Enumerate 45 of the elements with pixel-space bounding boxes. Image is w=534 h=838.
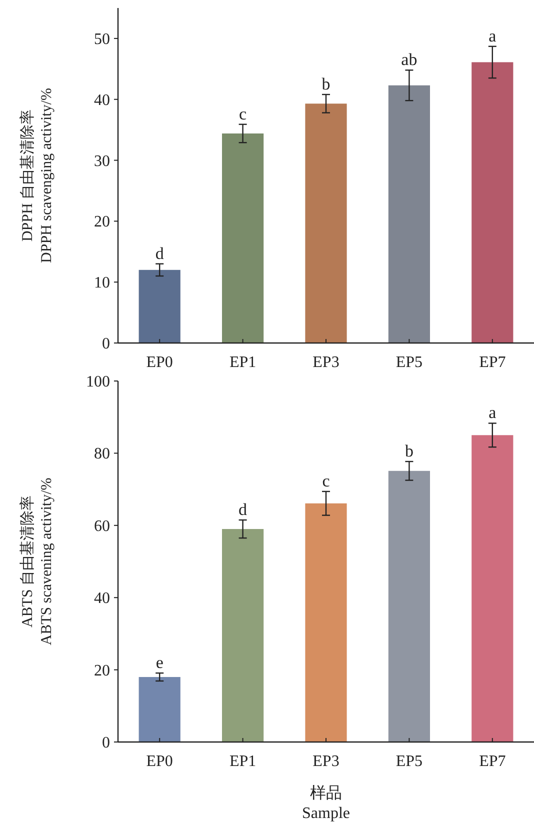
x-tick-label: EP5 — [396, 753, 423, 770]
annotation: b — [322, 74, 330, 94]
y-tick-label: 40 — [94, 590, 110, 608]
bar — [472, 435, 514, 742]
x-tick-label: EP1 — [229, 753, 256, 770]
x-tick-label: EP0 — [146, 354, 173, 371]
bar — [388, 470, 430, 742]
x-tick-label: EP3 — [312, 354, 340, 371]
x-tick-label: EP7 — [479, 354, 506, 371]
x-tick-label: EP3 — [312, 753, 340, 770]
y-tick-label: 10 — [94, 274, 110, 292]
x-tick-label: EP7 — [479, 753, 506, 770]
y-tick-label: 0 — [102, 336, 110, 352]
x-tick-label: EP1 — [229, 354, 256, 371]
annotation: ab — [401, 50, 418, 70]
y-tick-label: 80 — [94, 446, 110, 463]
bar — [138, 677, 180, 742]
y-tick-label: 20 — [94, 214, 110, 231]
bar — [138, 270, 180, 343]
y-tick-label: 100 — [86, 374, 110, 390]
bar — [305, 503, 347, 742]
annotation: a — [488, 403, 497, 422]
x-tick-label: EP5 — [396, 354, 423, 371]
annotation: c — [239, 104, 248, 124]
annotation: d — [238, 500, 248, 519]
y-tick-label: 0 — [102, 734, 110, 752]
x-tick-label: EP0 — [146, 753, 173, 770]
bar — [472, 62, 514, 343]
annotation: d — [155, 244, 164, 263]
bar — [222, 529, 264, 742]
bar — [305, 104, 347, 343]
bar — [222, 133, 264, 343]
annotation: b — [404, 442, 414, 461]
annotation: c — [322, 471, 330, 490]
y-axis-title: ABTS 自由基清除率 ABTS scavening activity/% — [19, 478, 55, 646]
bar — [388, 85, 430, 343]
x-axis-title: 样品 Sample — [302, 784, 350, 822]
annotation: e — [156, 653, 164, 672]
annotation: a — [488, 26, 497, 46]
y-tick-label: 20 — [94, 662, 110, 680]
y-tick-label: 50 — [94, 30, 110, 48]
y-tick-label: 60 — [94, 518, 110, 535]
y-axis-title: DPPH 自由基清除率 DPPH scavenging activity/% — [19, 88, 55, 263]
y-tick-label: 30 — [94, 152, 110, 170]
y-tick-label: 40 — [94, 92, 110, 109]
